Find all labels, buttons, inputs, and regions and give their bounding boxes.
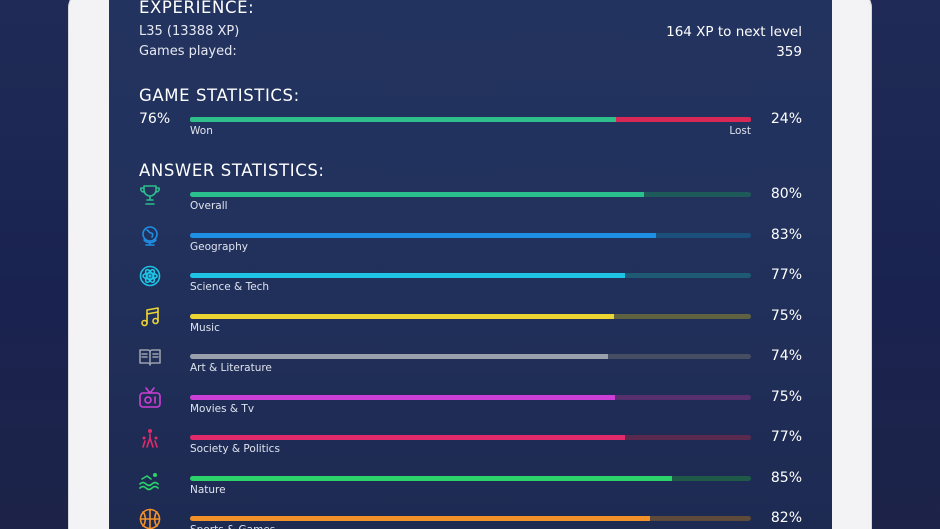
stat-bar-fill [190, 273, 625, 278]
stats-screen: EXPERIENCE: L35 (13388 XP) 164 XP to nex… [109, 0, 832, 529]
category-label: Sports & Games [190, 524, 275, 529]
answer-statistics-heading: ANSWER STATISTICS: [139, 161, 325, 180]
stat-bar-fill [190, 232, 656, 238]
atom-icon [138, 264, 162, 288]
category-label: Society & Politics [190, 443, 280, 455]
stat-bar-track [190, 354, 751, 359]
category-percent: 74% [770, 348, 802, 364]
book-icon [138, 345, 162, 369]
stat-bar-track [190, 313, 751, 319]
stat-bar-fill [190, 354, 608, 359]
category-percent: 85% [770, 469, 802, 486]
lost-segment [616, 117, 751, 122]
stat-bar-track [190, 516, 751, 521]
music-note-icon [138, 305, 162, 329]
category-label: Geography [190, 240, 248, 253]
basketball-icon [138, 507, 162, 529]
next-level-text: 164 XP to next level [666, 24, 802, 40]
game-statistics-heading: GAME STATISTICS: [139, 86, 300, 105]
won-percent: 76% [139, 111, 171, 127]
won-label: Won [190, 125, 213, 137]
category-percent: 75% [770, 307, 802, 324]
level-text: L35 (13388 XP) [139, 24, 240, 39]
won-lost-bar [190, 117, 751, 122]
lost-percent: 24% [770, 111, 802, 127]
trophy-icon [138, 183, 162, 207]
stat-bar-fill [190, 192, 645, 197]
stat-bar-fill [190, 313, 614, 319]
category-percent: 83% [770, 226, 802, 243]
globe-icon [138, 224, 162, 248]
lost-label: Lost [729, 125, 751, 137]
won-segment [190, 117, 617, 122]
category-label: Movies & Tv [190, 402, 255, 415]
stat-bar-track [190, 273, 751, 278]
stat-bar-track [190, 192, 751, 197]
stat-bar-fill [190, 475, 673, 481]
category-percent: 77% [770, 267, 802, 283]
games-played-label: Games played: [139, 44, 237, 59]
category-percent: 75% [770, 388, 802, 405]
category-label: Science & Tech [190, 281, 270, 293]
category-percent: 80% [770, 186, 802, 202]
category-label: Art & Literature [190, 362, 272, 374]
experience-heading: EXPERIENCE: [139, 0, 255, 17]
stat-bar-track [190, 394, 751, 400]
tv-icon [138, 386, 162, 410]
games-played-value: 359 [776, 44, 802, 60]
stat-bar-fill [190, 394, 615, 400]
category-percent: 77% [770, 429, 802, 445]
people-icon [138, 426, 162, 450]
category-percent: 82% [770, 510, 802, 526]
category-label: Nature [190, 483, 226, 496]
stat-bar-fill [190, 435, 625, 440]
category-label: Music [190, 321, 220, 334]
swimmer-icon [138, 467, 162, 491]
stat-bar-track [190, 475, 751, 481]
stat-bar-fill [190, 516, 651, 521]
category-label: Overall [190, 200, 228, 212]
stat-bar-track [190, 435, 751, 440]
stat-bar-track [190, 232, 751, 238]
